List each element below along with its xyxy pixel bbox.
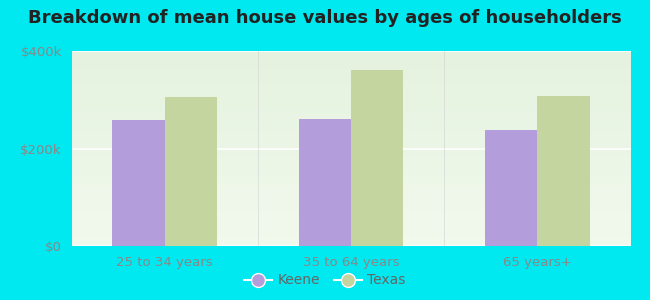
Bar <box>112 120 164 246</box>
Legend: Keene, Texas: Keene, Texas <box>239 268 411 293</box>
Bar <box>299 119 351 246</box>
Text: Breakdown of mean house values by ages of householders: Breakdown of mean house values by ages o… <box>28 9 622 27</box>
Bar <box>485 130 538 246</box>
Bar <box>538 96 590 246</box>
Bar <box>351 70 403 246</box>
Bar <box>164 97 217 246</box>
